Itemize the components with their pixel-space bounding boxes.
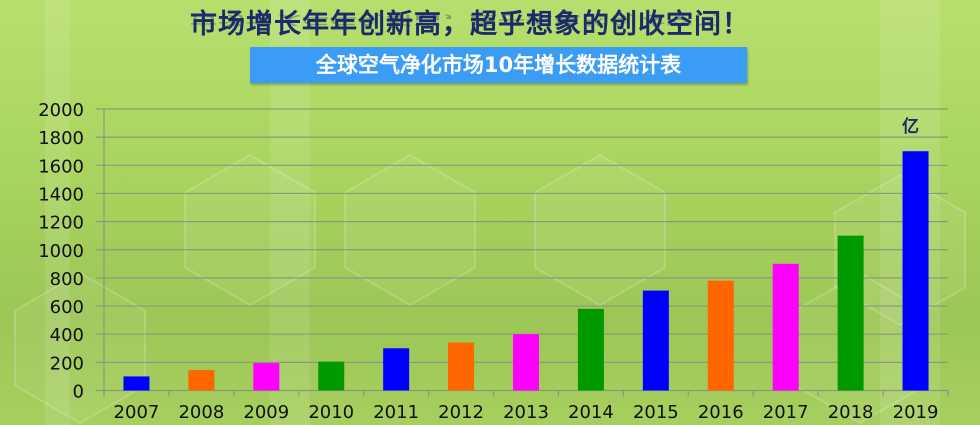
y-tick-label: 1200: [38, 213, 84, 234]
bar-2019: [902, 151, 929, 391]
bar-2011: [383, 348, 410, 391]
x-tick-label: 2011: [373, 402, 419, 423]
y-tick-label: 400: [50, 325, 84, 346]
chart-title-banner: 全球空气净化市场10年增长数据统计表: [250, 47, 747, 83]
y-tick-label: 1800: [38, 128, 84, 149]
y-tick-label: 2000: [38, 100, 84, 121]
bar-2016: [707, 280, 734, 391]
y-tick-label: 1400: [38, 184, 84, 205]
y-tick-label: 600: [50, 297, 84, 318]
bar-2010: [318, 361, 345, 391]
hexagon-decoration: [344, 153, 476, 307]
y-tick-label: 800: [50, 269, 84, 290]
bar-2013: [513, 334, 539, 391]
page-title: 市场增长年年创新高，超乎想象的创收空间！: [190, 9, 750, 40]
bar-2014: [577, 308, 604, 391]
x-tick-label: 2016: [698, 402, 744, 423]
bar-2008: [188, 370, 215, 391]
y-tick-label: 1000: [38, 241, 84, 262]
x-tick-label: 2010: [308, 402, 354, 423]
x-tick-label: 2018: [828, 402, 874, 423]
bar-2017: [772, 263, 799, 391]
bar-2009: [253, 363, 280, 391]
x-tick-label: 2009: [243, 402, 289, 423]
bar-2015: [642, 290, 669, 391]
y-tick-label: 1600: [38, 156, 84, 177]
hexagon-decoration: [184, 153, 316, 307]
x-tick-label: 2017: [763, 402, 809, 423]
x-tick-label: 2013: [503, 402, 549, 423]
unit-label: 亿: [902, 117, 919, 137]
y-tick-label: 0: [73, 382, 84, 403]
x-tick-label: 2007: [114, 402, 160, 423]
x-tick-label: 2008: [178, 402, 224, 423]
x-tick-label: 2015: [633, 402, 679, 423]
hexagon-decoration: [14, 271, 146, 425]
x-tick-label: 2019: [893, 402, 939, 423]
hexagon-decoration: [534, 153, 666, 307]
y-tick-label: 200: [50, 353, 84, 374]
background-stripe: [45, 0, 70, 425]
bar-2012: [448, 342, 475, 391]
x-tick-label: 2012: [438, 402, 484, 423]
x-tick-label: 2014: [568, 402, 614, 423]
bar-2018: [837, 235, 864, 391]
bar-2007: [123, 376, 150, 391]
